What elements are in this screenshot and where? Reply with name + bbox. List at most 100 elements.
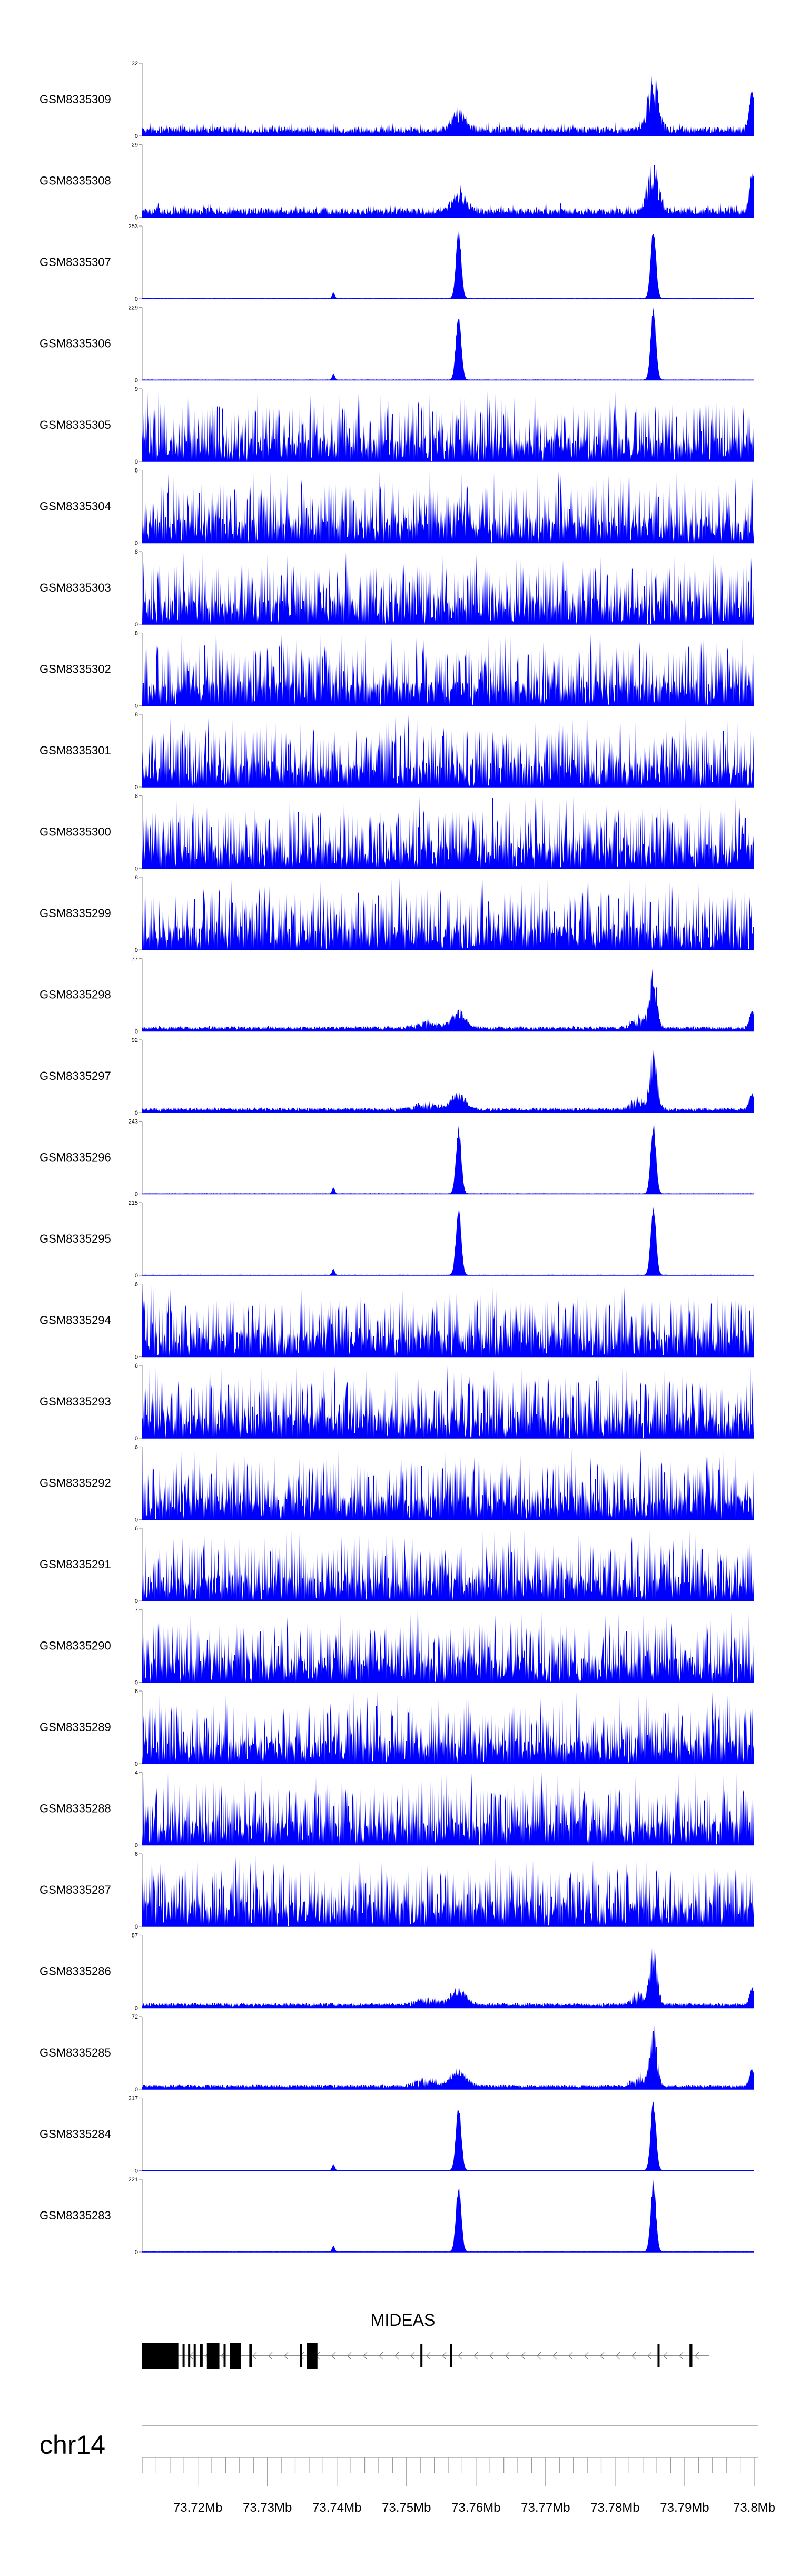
y-max-label: 8 <box>135 468 138 474</box>
track-label: GSM8335288 <box>39 1802 111 1815</box>
track-label: GSM8335287 <box>39 1883 111 1896</box>
strand-arrow <box>473 2352 478 2360</box>
coverage-track-GSM8335301: GSM8335301 8 0 <box>39 712 754 791</box>
y-zero-label: 0 <box>135 378 138 384</box>
y-zero-label: 0 <box>135 2168 138 2175</box>
y-max-label: 6 <box>135 1282 138 1288</box>
y-max-label: 221 <box>129 2177 138 2183</box>
strand-arrow <box>663 2352 668 2360</box>
gene-exon <box>200 2344 203 2367</box>
chromosome-label: chr14 <box>39 2430 105 2460</box>
y-max-label: 243 <box>129 1119 138 1125</box>
gene-exon <box>300 2344 302 2367</box>
y-max-label: 32 <box>132 61 138 67</box>
strand-arrow <box>347 2352 352 2360</box>
coverage-area <box>142 795 754 869</box>
strand-arrow <box>331 2352 336 2360</box>
gene-exon <box>142 2343 179 2369</box>
y-max-label: 29 <box>132 142 138 149</box>
coverage-area <box>142 2179 754 2252</box>
track-label: GSM8335289 <box>39 1720 111 1734</box>
coverage-area <box>142 1772 754 1845</box>
gene-label: MIDEAS <box>371 2310 436 2329</box>
gene-annotation-track: MIDEAS <box>142 2310 709 2369</box>
gene-exon <box>307 2343 318 2369</box>
strand-arrow <box>379 2352 383 2360</box>
y-zero-label: 0 <box>135 1436 138 1442</box>
coverage-track-GSM8335293: GSM8335293 6 0 <box>39 1363 754 1442</box>
y-zero-label: 0 <box>135 2249 138 2256</box>
coverage-area <box>142 1285 754 1357</box>
coverage-track-GSM8335288: GSM8335288 4 0 <box>39 1770 754 1849</box>
strand-arrow <box>552 2352 557 2360</box>
coverage-area <box>142 307 754 380</box>
y-zero-label: 0 <box>135 2005 138 2012</box>
y-max-label: 6 <box>135 1688 138 1695</box>
coverage-track-GSM8335298: GSM8335298 77 0 <box>39 956 754 1035</box>
coverage-area <box>142 390 754 461</box>
gene-exon <box>249 2344 252 2367</box>
strand-arrow <box>584 2352 589 2360</box>
coverage-area <box>142 2101 754 2171</box>
y-zero-label: 0 <box>135 540 138 547</box>
y-zero-label: 0 <box>135 296 138 302</box>
coverage-track-GSM8335308: GSM8335308 29 0 <box>39 142 754 221</box>
coverage-area <box>142 1049 754 1113</box>
y-zero-label: 0 <box>135 1517 138 1523</box>
coverage-area <box>142 1691 754 1764</box>
track-label: GSM8335294 <box>39 1314 111 1327</box>
x-tick-label: 73.8Mb <box>733 2501 775 2515</box>
coverage-area <box>142 878 754 950</box>
y-zero-label: 0 <box>135 1110 138 1116</box>
y-max-label: 77 <box>132 956 138 962</box>
y-max-label: 253 <box>129 223 138 230</box>
coverage-area <box>142 75 754 136</box>
strand-arrow <box>252 2352 257 2360</box>
y-max-label: 6 <box>135 1526 138 1532</box>
y-zero-label: 0 <box>135 1273 138 1279</box>
coverage-area <box>142 1854 754 1926</box>
strand-arrow <box>426 2352 431 2360</box>
coverage-track-GSM8335291: GSM8335291 6 0 <box>39 1526 754 1605</box>
y-max-label: 4 <box>135 1770 138 1776</box>
y-zero-label: 0 <box>135 784 138 791</box>
y-max-label: 9 <box>135 386 138 392</box>
coverage-area <box>142 634 754 706</box>
y-zero-label: 0 <box>135 622 138 628</box>
y-max-label: 8 <box>135 793 138 800</box>
gene-exon <box>223 2344 226 2367</box>
coverage-area <box>142 714 754 787</box>
track-label: GSM8335290 <box>39 1639 111 1653</box>
track-label: GSM8335307 <box>39 255 111 269</box>
coverage-track-GSM8335307: GSM8335307 253 0 <box>39 223 754 302</box>
coverage-area <box>142 1207 754 1275</box>
track-label: GSM8335305 <box>39 418 111 431</box>
y-zero-label: 0 <box>135 215 138 221</box>
x-tick-label: 73.78Mb <box>590 2501 639 2515</box>
track-label: GSM8335297 <box>39 1069 111 1083</box>
strand-arrow <box>458 2352 462 2360</box>
track-label: GSM8335301 <box>39 744 111 757</box>
y-zero-label: 0 <box>135 947 138 953</box>
coverage-track-GSM8335295: GSM8335295 215 0 <box>39 1200 754 1279</box>
coverage-track-GSM8335304: GSM8335304 8 0 <box>39 468 754 547</box>
strand-arrow <box>647 2352 652 2360</box>
coverage-track-GSM8335286: GSM8335286 87 0 <box>39 1933 754 2012</box>
gene-exon <box>450 2344 452 2367</box>
y-max-label: 229 <box>129 305 138 311</box>
coverage-area <box>142 968 754 1031</box>
x-tick-label: 73.76Mb <box>451 2501 500 2515</box>
gene-exon <box>193 2344 196 2367</box>
coverage-area <box>142 1365 754 1438</box>
track-label: GSM8335299 <box>39 907 111 920</box>
coverage-track-GSM8335294: GSM8335294 6 0 <box>39 1282 754 1361</box>
coverage-area <box>142 1124 754 1194</box>
y-zero-label: 0 <box>135 866 138 872</box>
coverage-track-GSM8335305: GSM8335305 9 0 <box>39 386 754 465</box>
track-label: GSM8335291 <box>39 1558 111 1571</box>
coverage-area <box>142 470 754 543</box>
track-label: GSM8335283 <box>39 2209 111 2222</box>
coverage-track-GSM8335283: GSM8335283 221 0 <box>39 2177 754 2256</box>
y-zero-label: 0 <box>135 1924 138 1930</box>
